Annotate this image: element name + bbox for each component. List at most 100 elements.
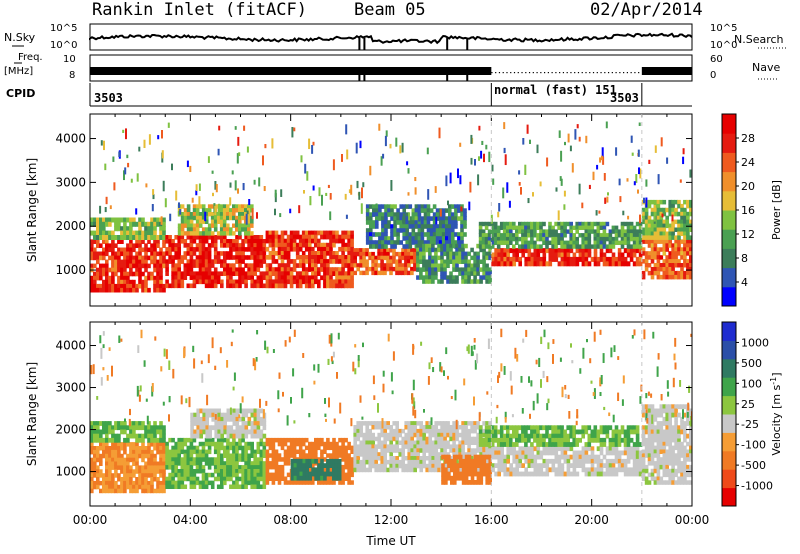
power-cell <box>274 259 279 264</box>
power-cell <box>117 283 121 289</box>
power-cell <box>96 226 100 232</box>
power-cell <box>614 233 619 238</box>
power-cell <box>452 263 456 268</box>
velocity-cell <box>428 432 432 438</box>
power-colorbar-swatch <box>722 152 736 173</box>
power-cell <box>638 236 643 242</box>
velocity-cell <box>262 476 267 482</box>
power-colorbar-swatch <box>722 210 736 230</box>
velocity-cell <box>135 425 139 431</box>
power-cell <box>144 226 148 232</box>
power-speckle <box>679 179 682 183</box>
power-cell <box>250 251 254 256</box>
velocity-cell <box>171 437 175 443</box>
power-cell <box>473 263 477 268</box>
power-cell <box>611 236 616 242</box>
power-cell <box>210 219 215 224</box>
power-cell <box>283 246 288 252</box>
power-cell <box>222 231 227 236</box>
power-cell <box>647 231 652 236</box>
power-cell <box>141 239 145 244</box>
power-cell <box>286 234 291 240</box>
power-cell <box>381 228 385 233</box>
power-cell <box>668 211 672 217</box>
power-cell <box>381 220 385 225</box>
power-cell <box>441 232 446 237</box>
power-cell <box>108 230 112 236</box>
power-cell <box>210 231 215 236</box>
velocity-cell <box>132 453 136 459</box>
velocity-cell <box>539 450 544 456</box>
power-cell <box>347 234 351 240</box>
velocity-cell <box>548 467 553 473</box>
power-cell <box>662 267 667 272</box>
velocity-cell <box>374 452 378 457</box>
power-cell <box>419 251 423 257</box>
velocity-cell <box>335 453 339 458</box>
power-speckle <box>246 146 249 153</box>
power-cell <box>138 251 142 257</box>
power-cell <box>323 267 327 272</box>
power-cell <box>338 271 342 276</box>
power-cell <box>171 283 175 289</box>
velocity-cell <box>141 469 145 474</box>
power-speckle <box>485 144 488 150</box>
velocity-cell <box>548 458 553 464</box>
power-cell <box>671 259 675 264</box>
power-speckle <box>207 156 210 163</box>
power-cell <box>283 238 288 244</box>
power-colorbar-swatch <box>722 286 736 307</box>
power-cell <box>365 263 369 268</box>
velocity-cell <box>114 449 118 455</box>
power-speckle <box>264 144 267 149</box>
velocity-cell <box>129 421 133 426</box>
power-cell <box>189 263 194 268</box>
velocity-cell <box>392 467 396 473</box>
power-cell <box>602 225 607 230</box>
velocity-cell <box>320 437 324 443</box>
power-cell <box>524 229 528 234</box>
velocity-cell <box>292 437 297 443</box>
velocity-cell <box>509 467 513 473</box>
power-cell <box>611 225 616 230</box>
velocity-cell <box>461 480 466 485</box>
velocity-cell <box>223 412 227 418</box>
power-cell <box>686 259 690 264</box>
power-cell <box>686 211 690 217</box>
power-cell <box>390 208 394 213</box>
power-cell <box>686 227 690 232</box>
power-speckle <box>211 170 214 174</box>
power-cell <box>174 243 178 248</box>
power-cell <box>392 259 396 264</box>
power-cell <box>271 271 276 276</box>
power-cell <box>441 228 446 233</box>
velocity-cell <box>422 432 426 438</box>
velocity-cell <box>383 432 387 438</box>
power-cell <box>156 283 160 289</box>
velocity-cell <box>156 488 160 494</box>
power-cell <box>195 247 200 252</box>
velocity-cell <box>117 477 121 482</box>
velocity-cell <box>238 476 242 482</box>
power-cell <box>375 220 379 225</box>
velocity-cell <box>123 449 127 455</box>
velocity-cell <box>192 461 197 466</box>
power-cell <box>381 212 385 217</box>
velocity-cell <box>365 444 369 449</box>
power-cell <box>440 243 444 249</box>
velocity-cell <box>177 480 181 486</box>
velocity-cell <box>204 480 209 486</box>
velocity-cell <box>386 421 390 426</box>
power-cell <box>431 255 435 261</box>
power-speckle <box>457 168 459 179</box>
velocity-cell <box>515 463 519 468</box>
power-cell <box>126 283 130 289</box>
power-cell <box>102 239 106 244</box>
power-cell <box>524 236 528 242</box>
power-cell <box>332 283 336 289</box>
power-speckle <box>380 156 383 166</box>
power-cell <box>499 225 504 230</box>
power-cell <box>123 271 127 277</box>
power-cell <box>235 259 239 264</box>
velocity-cell <box>120 442 124 447</box>
